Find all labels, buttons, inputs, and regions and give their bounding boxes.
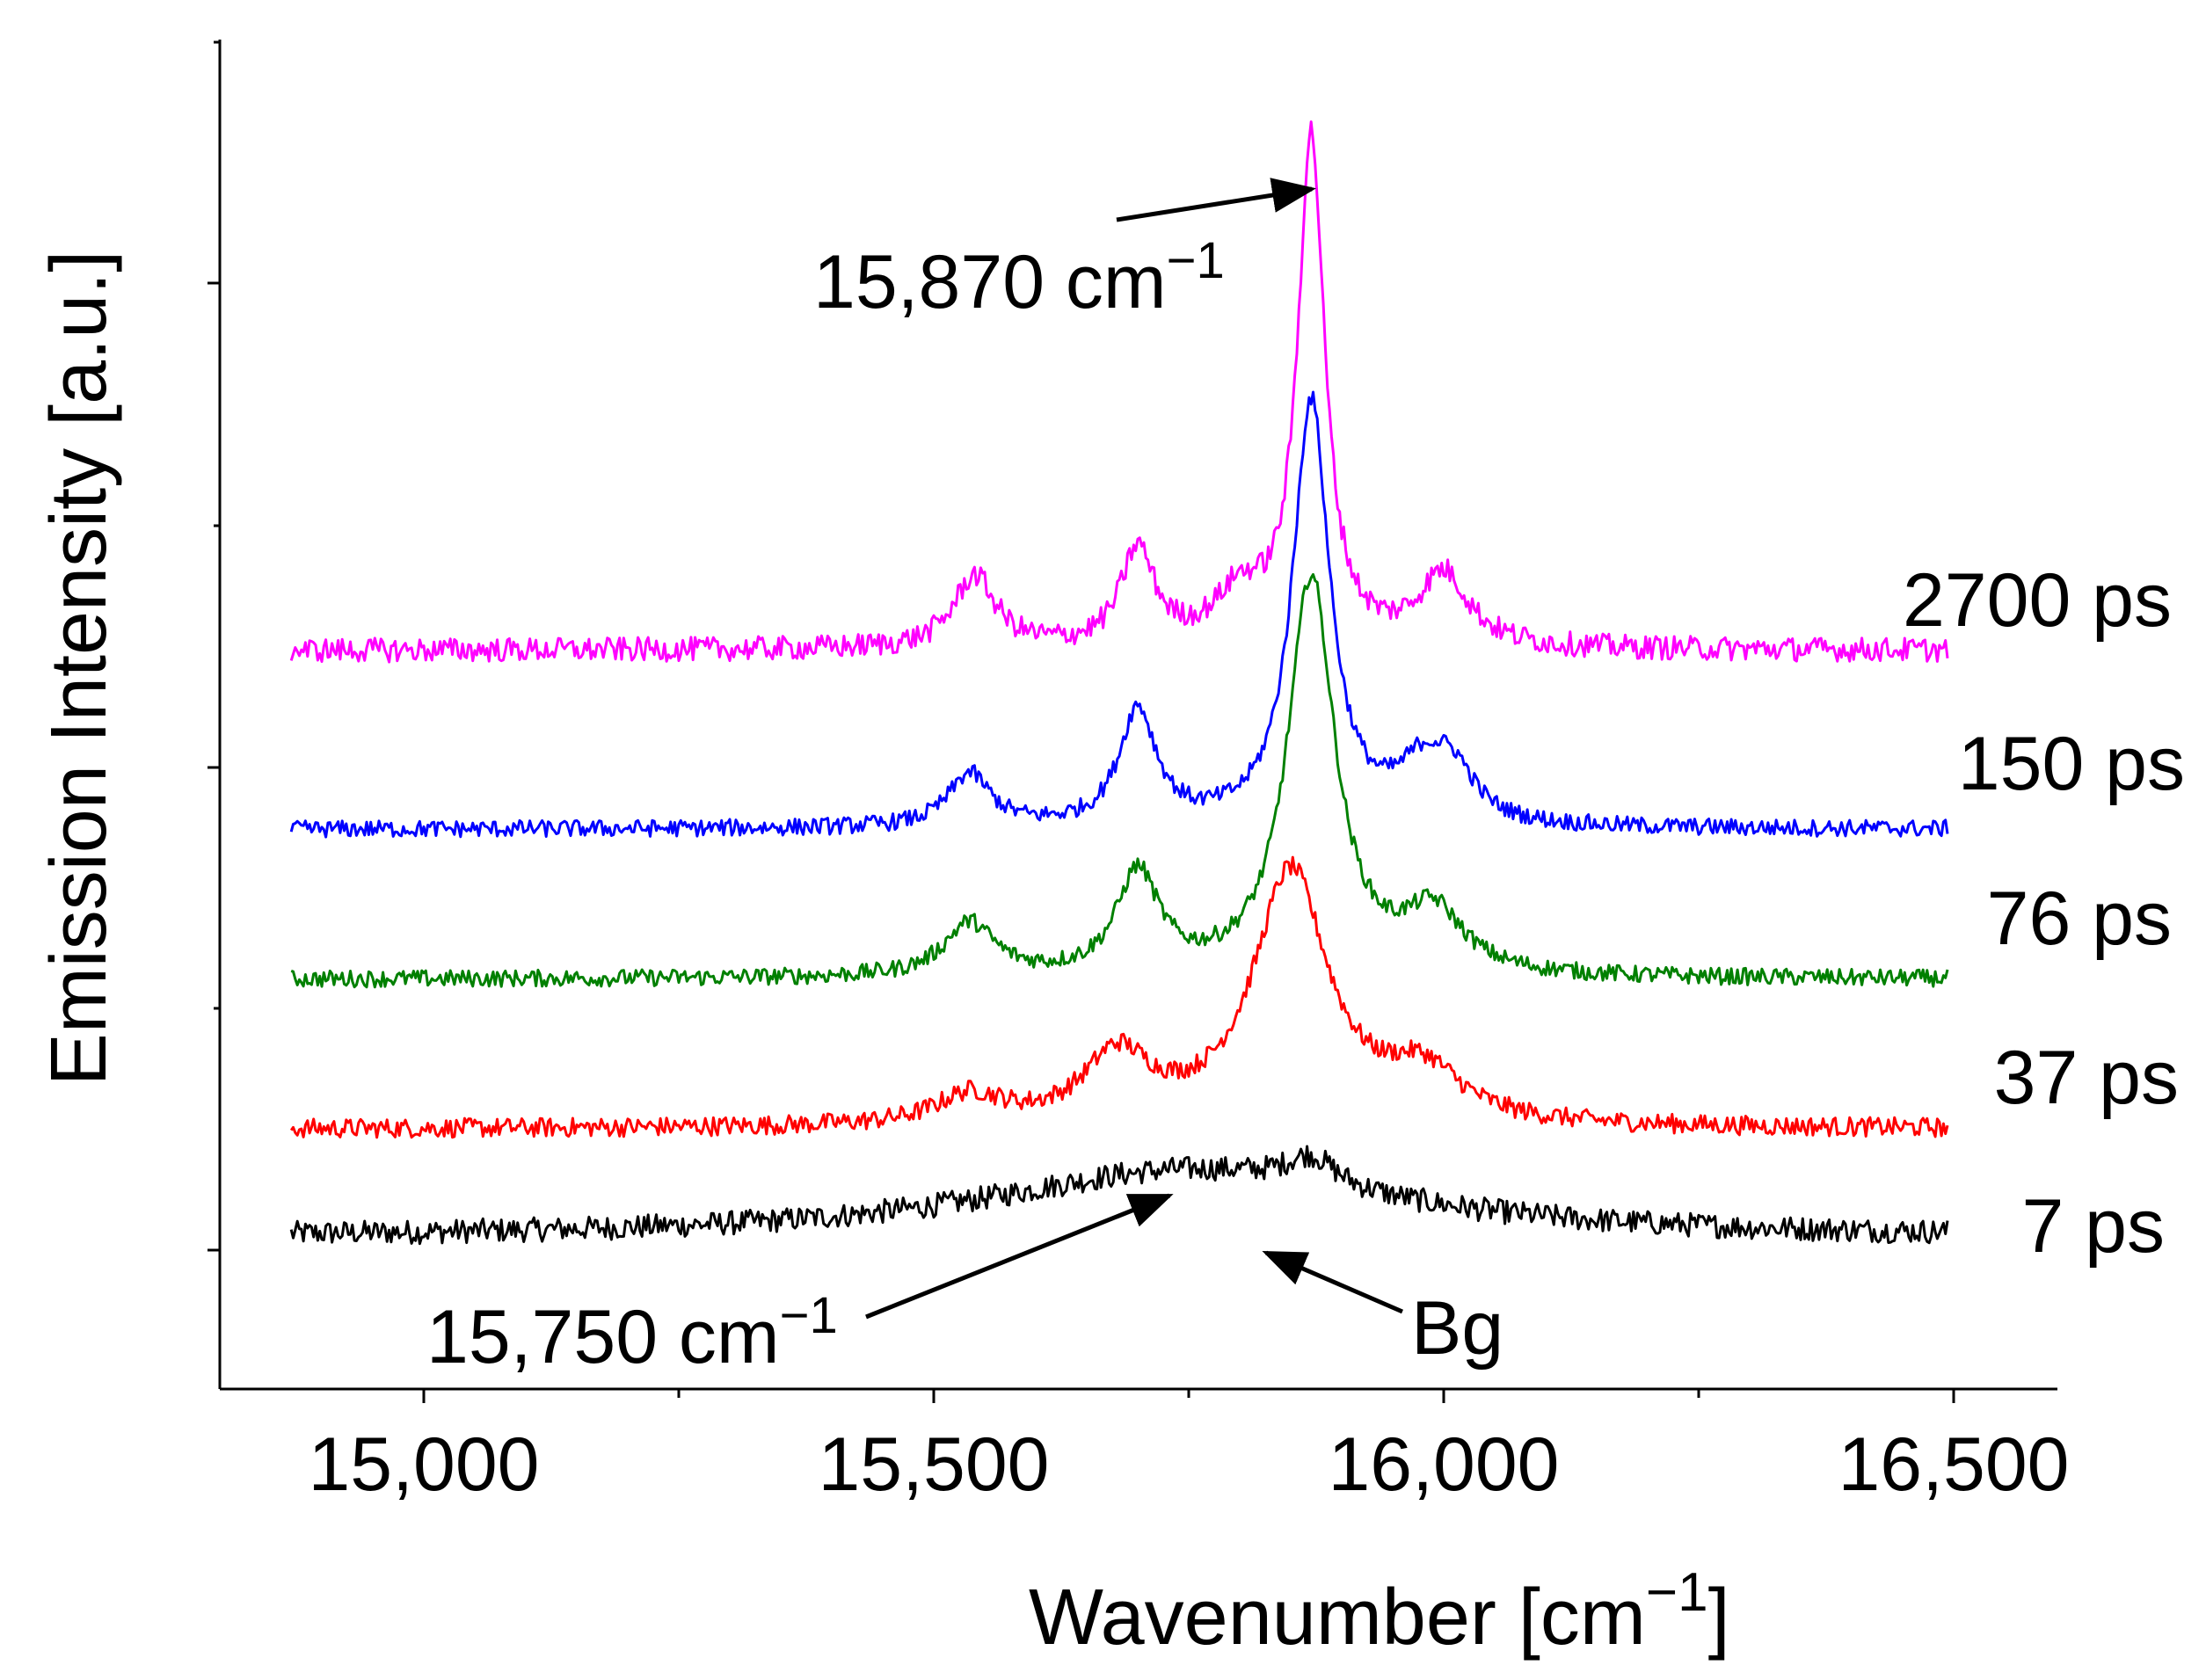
x-tick-label-15500: 15,500 [818,1422,1049,1507]
annotation-15870-sup: −1 [1167,232,1225,289]
annotation-15750-arrow [865,1193,1174,1320]
annotation-15870: 15,870 cm−1 [813,232,1225,324]
annotation-15750-text: 15,750 cm [426,1295,780,1379]
series-line-76-ps [290,572,1949,989]
series-label-2700: 2700 ps [1903,558,2172,643]
series-line-37-ps [289,855,1949,1139]
series-line-2700-ps [289,120,1949,664]
annotation-15870-text: 15,870 cm [813,240,1167,324]
y-axis-title: Emission Intensity [a.u.] [35,251,123,1086]
series-label-150: 150 ps [1958,722,2185,806]
annotation-15870-arrow [1116,178,1316,222]
x-tick-label-16500: 16,500 [1838,1422,2069,1507]
x-tick-label-15000: 15,000 [308,1422,539,1507]
annotation-bg: Bg [1411,1286,1503,1371]
annotation-bg-arrow [1262,1250,1403,1314]
x-axis-title: Wavenumber [cm−1] [1029,1562,1730,1662]
x-axis-title-sup: −1 [1646,1562,1708,1623]
series-label-37: 37 ps [1994,1036,2179,1120]
annotation-15750: 15,750 cm−1 [426,1287,838,1379]
x-tick-label-16000: 16,000 [1328,1422,1559,1507]
x-axis-title-close: ] [1708,1574,1730,1662]
series-label-76: 76 ps [1987,876,2172,961]
series-line-150-ps [289,390,1949,839]
x-ticks [422,1389,1955,1403]
series-group [289,120,1949,1246]
x-axis-title-main: Wavenumber [cm [1029,1574,1646,1662]
annotation-15750-sup: −1 [780,1287,838,1344]
series-label-7: 7 ps [2021,1184,2165,1269]
y-ticks [207,40,220,1252]
series-line-7-ps [289,1145,1949,1246]
